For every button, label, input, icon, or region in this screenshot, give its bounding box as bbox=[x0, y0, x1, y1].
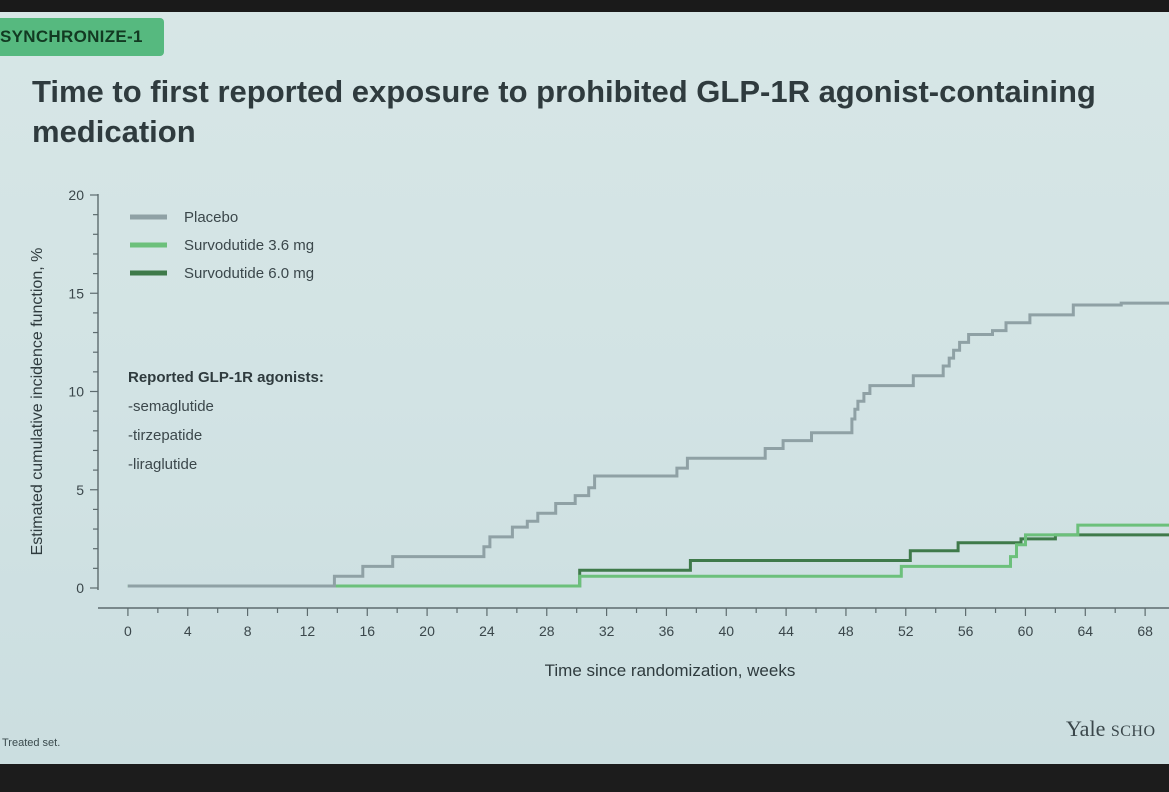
x-tick-label: 8 bbox=[244, 623, 252, 639]
annotation-item: -tirzepatide bbox=[128, 427, 202, 444]
annotation-item: -liraglutide bbox=[128, 456, 197, 473]
annotation-heading: Reported GLP-1R agonists: bbox=[128, 369, 324, 386]
x-tick-label: 12 bbox=[300, 623, 316, 639]
series-layer bbox=[127, 301, 1169, 588]
institution-logo: Yale SCHO bbox=[1066, 716, 1156, 742]
brand-sub: SCHO bbox=[1110, 723, 1156, 740]
chart-legend: Placebo Survodutide 3.6 mg Survodutide 6.0… bbox=[130, 209, 314, 282]
x-tick-label: 4 bbox=[184, 623, 192, 639]
legend-label: Survodutide 3.6 mg bbox=[184, 237, 314, 254]
x-tick-label: 60 bbox=[1018, 623, 1034, 639]
x-axis-title: Time since randomization, weeks bbox=[545, 661, 796, 680]
brand-main: Yale bbox=[1066, 716, 1106, 741]
screen-bottom-edge bbox=[0, 764, 1169, 792]
x-tick-label: 16 bbox=[359, 623, 375, 639]
x-tick-label: 52 bbox=[898, 623, 914, 639]
slide-title: Time to first reported exposure to prohi… bbox=[32, 74, 1096, 149]
x-tick-label: 32 bbox=[599, 623, 615, 639]
legend-label: Survodutide 6.0 mg bbox=[184, 265, 314, 282]
x-tick-label: 64 bbox=[1077, 623, 1093, 639]
x-tick-label: 44 bbox=[778, 623, 794, 639]
series-line-survodutide-6-0-mg bbox=[127, 533, 1169, 588]
x-tick-label: 24 bbox=[479, 623, 495, 639]
legend-label: Placebo bbox=[184, 209, 238, 226]
y-axis-title: Estimated cumulative incidence function,… bbox=[29, 248, 46, 556]
agonist-annotation: Reported GLP-1R agonists: -semaglutide -ti… bbox=[128, 369, 324, 473]
slide: SYNCHRONIZE-1 Time to first reported exp… bbox=[0, 12, 1169, 764]
y-tick-label: 15 bbox=[68, 285, 84, 301]
footnote: Treated set. bbox=[2, 737, 61, 749]
x-tick-label: 28 bbox=[539, 623, 555, 639]
series-line-survodutide-3-6-mg bbox=[127, 523, 1169, 588]
study-badge: SYNCHRONIZE-1 bbox=[0, 18, 164, 56]
x-tick-label: 0 bbox=[124, 623, 132, 639]
y-tick-label: 5 bbox=[76, 482, 84, 498]
x-tick-label: 40 bbox=[718, 623, 734, 639]
x-tick-label: 36 bbox=[659, 623, 675, 639]
x-tick-label: 56 bbox=[958, 623, 974, 639]
x-tick-label: 48 bbox=[838, 623, 854, 639]
y-tick-label: 0 bbox=[76, 580, 84, 596]
annotation-item: -semaglutide bbox=[128, 398, 214, 415]
y-tick-label: 10 bbox=[68, 384, 84, 400]
x-tick-label: 68 bbox=[1137, 623, 1153, 639]
x-tick-label: 20 bbox=[419, 623, 435, 639]
y-tick-label: 20 bbox=[68, 187, 84, 203]
series-line-placebo bbox=[127, 301, 1169, 588]
